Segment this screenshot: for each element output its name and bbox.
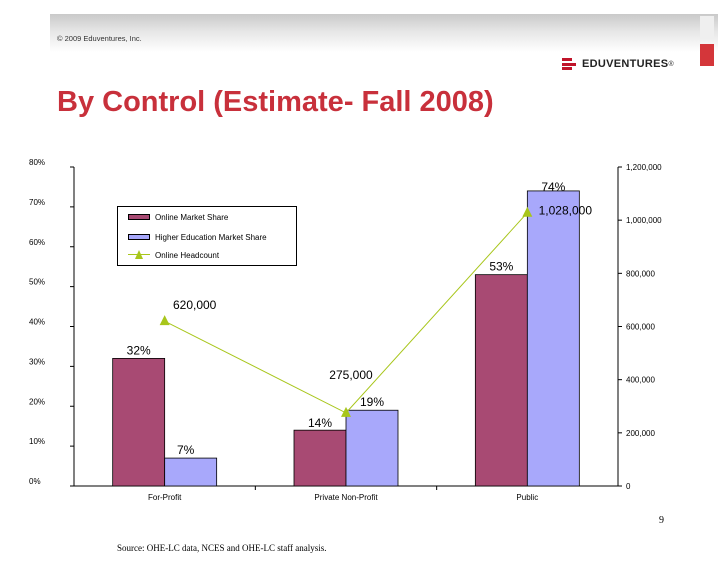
page-title: By Control (Estimate- Fall 2008)	[57, 86, 494, 118]
left-axis-tick-label: 10%	[29, 437, 45, 446]
x-axis-category-label: For-Profit	[148, 493, 182, 502]
legend-marker-triangle-icon	[128, 250, 150, 260]
legend-item-online-headcount: Online Headcount	[118, 248, 219, 262]
left-axis-tick-label: 30%	[29, 357, 45, 366]
page-number: 9	[659, 515, 664, 526]
legend-label-online-market-share: Online Market Share	[155, 212, 229, 222]
left-axis-tick-label: 60%	[29, 238, 45, 247]
legend-swatch-online-market-share	[128, 214, 150, 220]
bar-data-label: 7%	[177, 443, 195, 457]
left-axis-tick-label: 70%	[29, 198, 45, 207]
bar-data-label: 32%	[127, 343, 151, 357]
logo-text: EDUVENTURES	[582, 58, 669, 70]
online-headcount-triangle-marker	[159, 315, 170, 326]
left-axis-tick-label: 0%	[29, 477, 41, 486]
chart-legend: Online Market Share Higher Education Mar…	[117, 206, 297, 266]
right-axis-tick-label: 400,000	[626, 376, 655, 385]
line-data-label: 620,000	[173, 298, 217, 312]
eduventures-logo: EDUVENTURES ®	[562, 55, 674, 73]
left-axis-tick-label: 50%	[29, 278, 45, 287]
copyright-text: © 2009 Eduventures, Inc.	[57, 34, 142, 43]
logo-trademark: ®	[668, 60, 674, 68]
right-axis-tick-label: 600,000	[626, 323, 655, 332]
bar-higher-ed-market-share	[526, 190, 580, 487]
legend-swatch-higher-ed-market-share	[128, 234, 150, 240]
right-axis-tick-label: 1,200,000	[626, 163, 662, 172]
bar-online-market-share	[474, 274, 528, 487]
header-red-accent	[700, 44, 714, 66]
header-bar	[50, 14, 718, 52]
online-headcount-triangle-marker	[341, 406, 351, 417]
right-axis-tick-label: 800,000	[626, 269, 655, 278]
bar-data-label: 74%	[541, 180, 565, 194]
bar-higher-ed-market-share	[164, 457, 218, 487]
logo-mark-icon	[562, 58, 578, 70]
legend-item-online-market-share: Online Market Share	[118, 210, 228, 224]
bar-online-market-share	[293, 429, 347, 487]
bar-online-market-share	[112, 357, 166, 487]
bar-higher-ed-market-share	[345, 409, 399, 487]
right-axis-tick-label: 1,000,000	[626, 216, 662, 225]
x-axis-category-label: Public	[516, 493, 538, 502]
source-note: Source: OHE-LC data, NCES and OHE-LC sta…	[117, 543, 327, 553]
online-headcount-triangle-marker	[522, 206, 533, 217]
bar-data-label: 14%	[308, 416, 332, 430]
header-accent-block	[700, 16, 714, 38]
left-axis-tick-label: 20%	[29, 397, 45, 406]
left-axis-tick-label: 40%	[29, 318, 45, 327]
bar-data-label: 53%	[489, 260, 513, 274]
legend-label-online-headcount: Online Headcount	[155, 250, 220, 260]
bar-data-label: 19%	[360, 395, 384, 409]
left-axis-tick-label: 80%	[29, 158, 45, 167]
right-axis-tick-label: 200,000	[626, 429, 655, 438]
x-axis-category-label: Private Non-Profit	[314, 493, 378, 502]
line-data-label: 1,028,000	[539, 204, 593, 218]
legend-item-higher-ed-market-share: Higher Education Market Share	[118, 230, 267, 244]
line-data-label: 275,000	[329, 368, 373, 382]
legend-label-higher-ed-market-share: Higher Education Market Share	[155, 232, 267, 242]
right-axis-tick-label: 0	[626, 482, 631, 491]
